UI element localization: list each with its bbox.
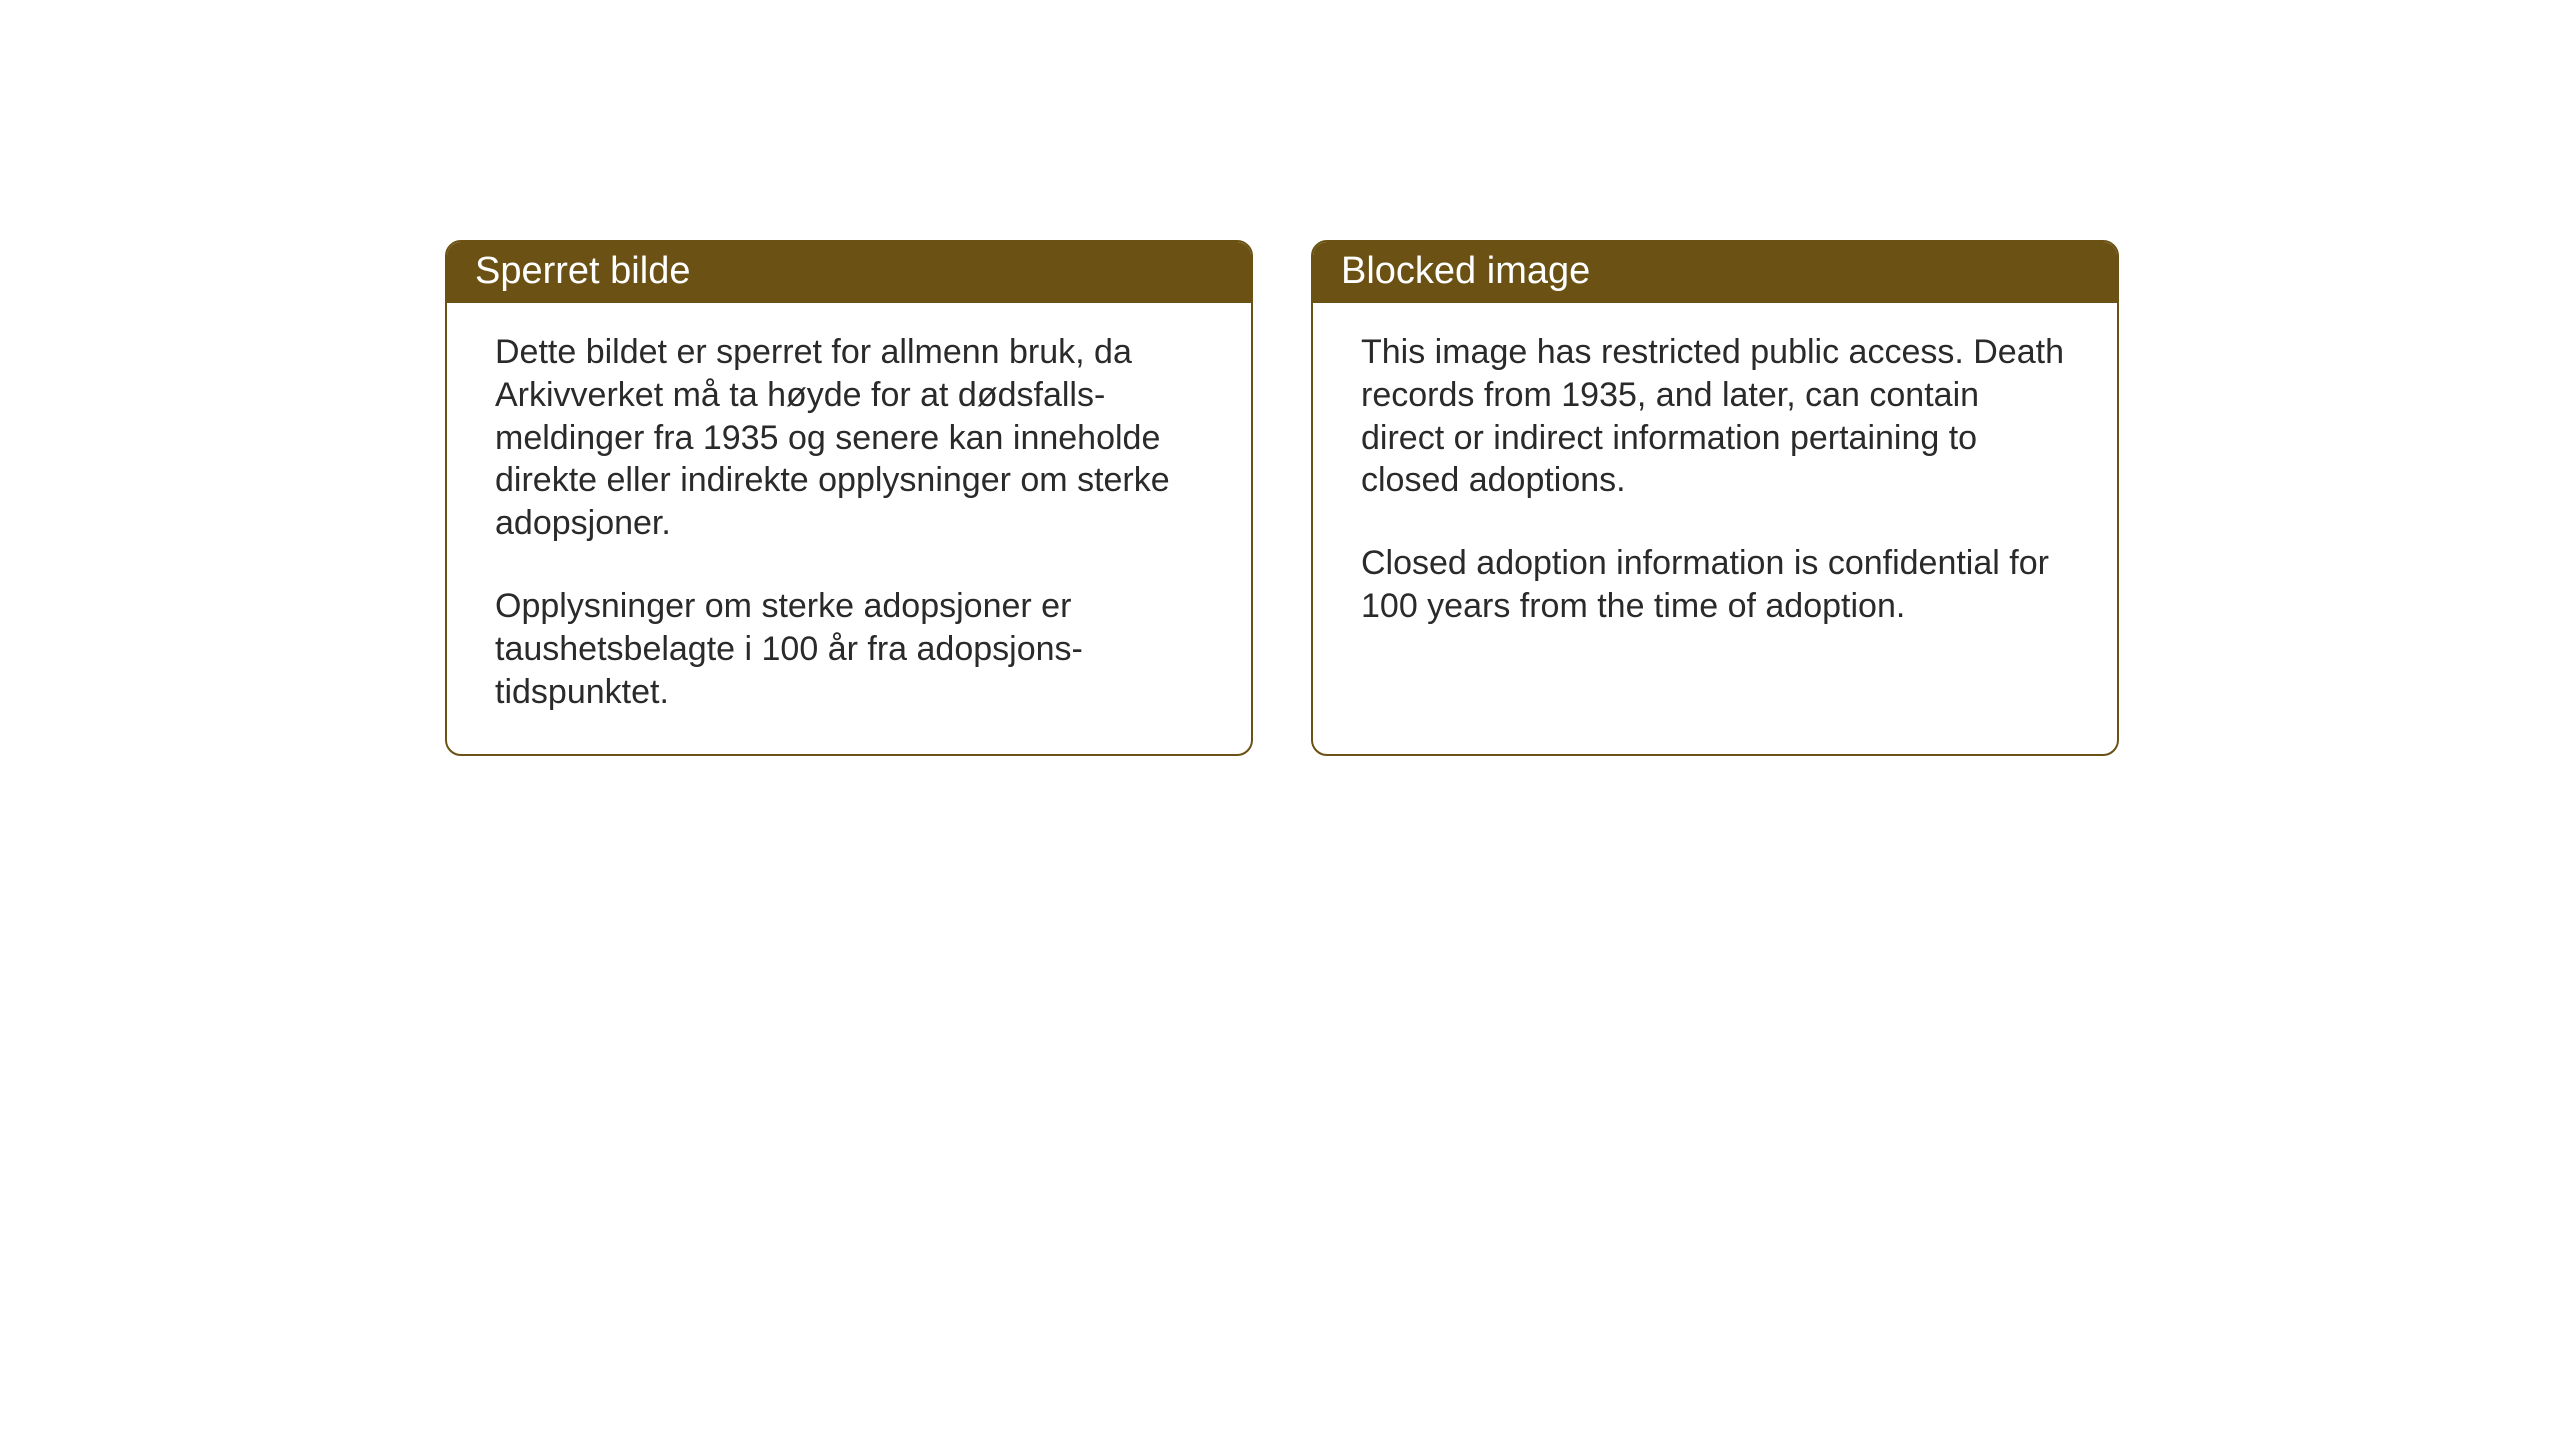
paragraph-text: This image has restricted public access.… <box>1361 331 2069 502</box>
paragraph-text: Opplysninger om sterke adopsjoner er tau… <box>495 585 1203 713</box>
paragraph-text: Closed adoption information is confident… <box>1361 542 2069 628</box>
panel-title: Blocked image <box>1341 250 1590 292</box>
notice-panel-norwegian: Sperret bilde Dette bildet er sperret fo… <box>445 240 1253 756</box>
panel-body-english: This image has restricted public access.… <box>1313 303 2117 668</box>
paragraph-text: Dette bildet er sperret for allmenn bruk… <box>495 331 1203 545</box>
notice-panel-english: Blocked image This image has restricted … <box>1311 240 2119 756</box>
notice-container: Sperret bilde Dette bildet er sperret fo… <box>445 240 2119 756</box>
panel-header-norwegian: Sperret bilde <box>447 242 1251 303</box>
panel-body-norwegian: Dette bildet er sperret for allmenn bruk… <box>447 303 1251 754</box>
panel-header-english: Blocked image <box>1313 242 2117 303</box>
panel-title: Sperret bilde <box>475 250 690 292</box>
